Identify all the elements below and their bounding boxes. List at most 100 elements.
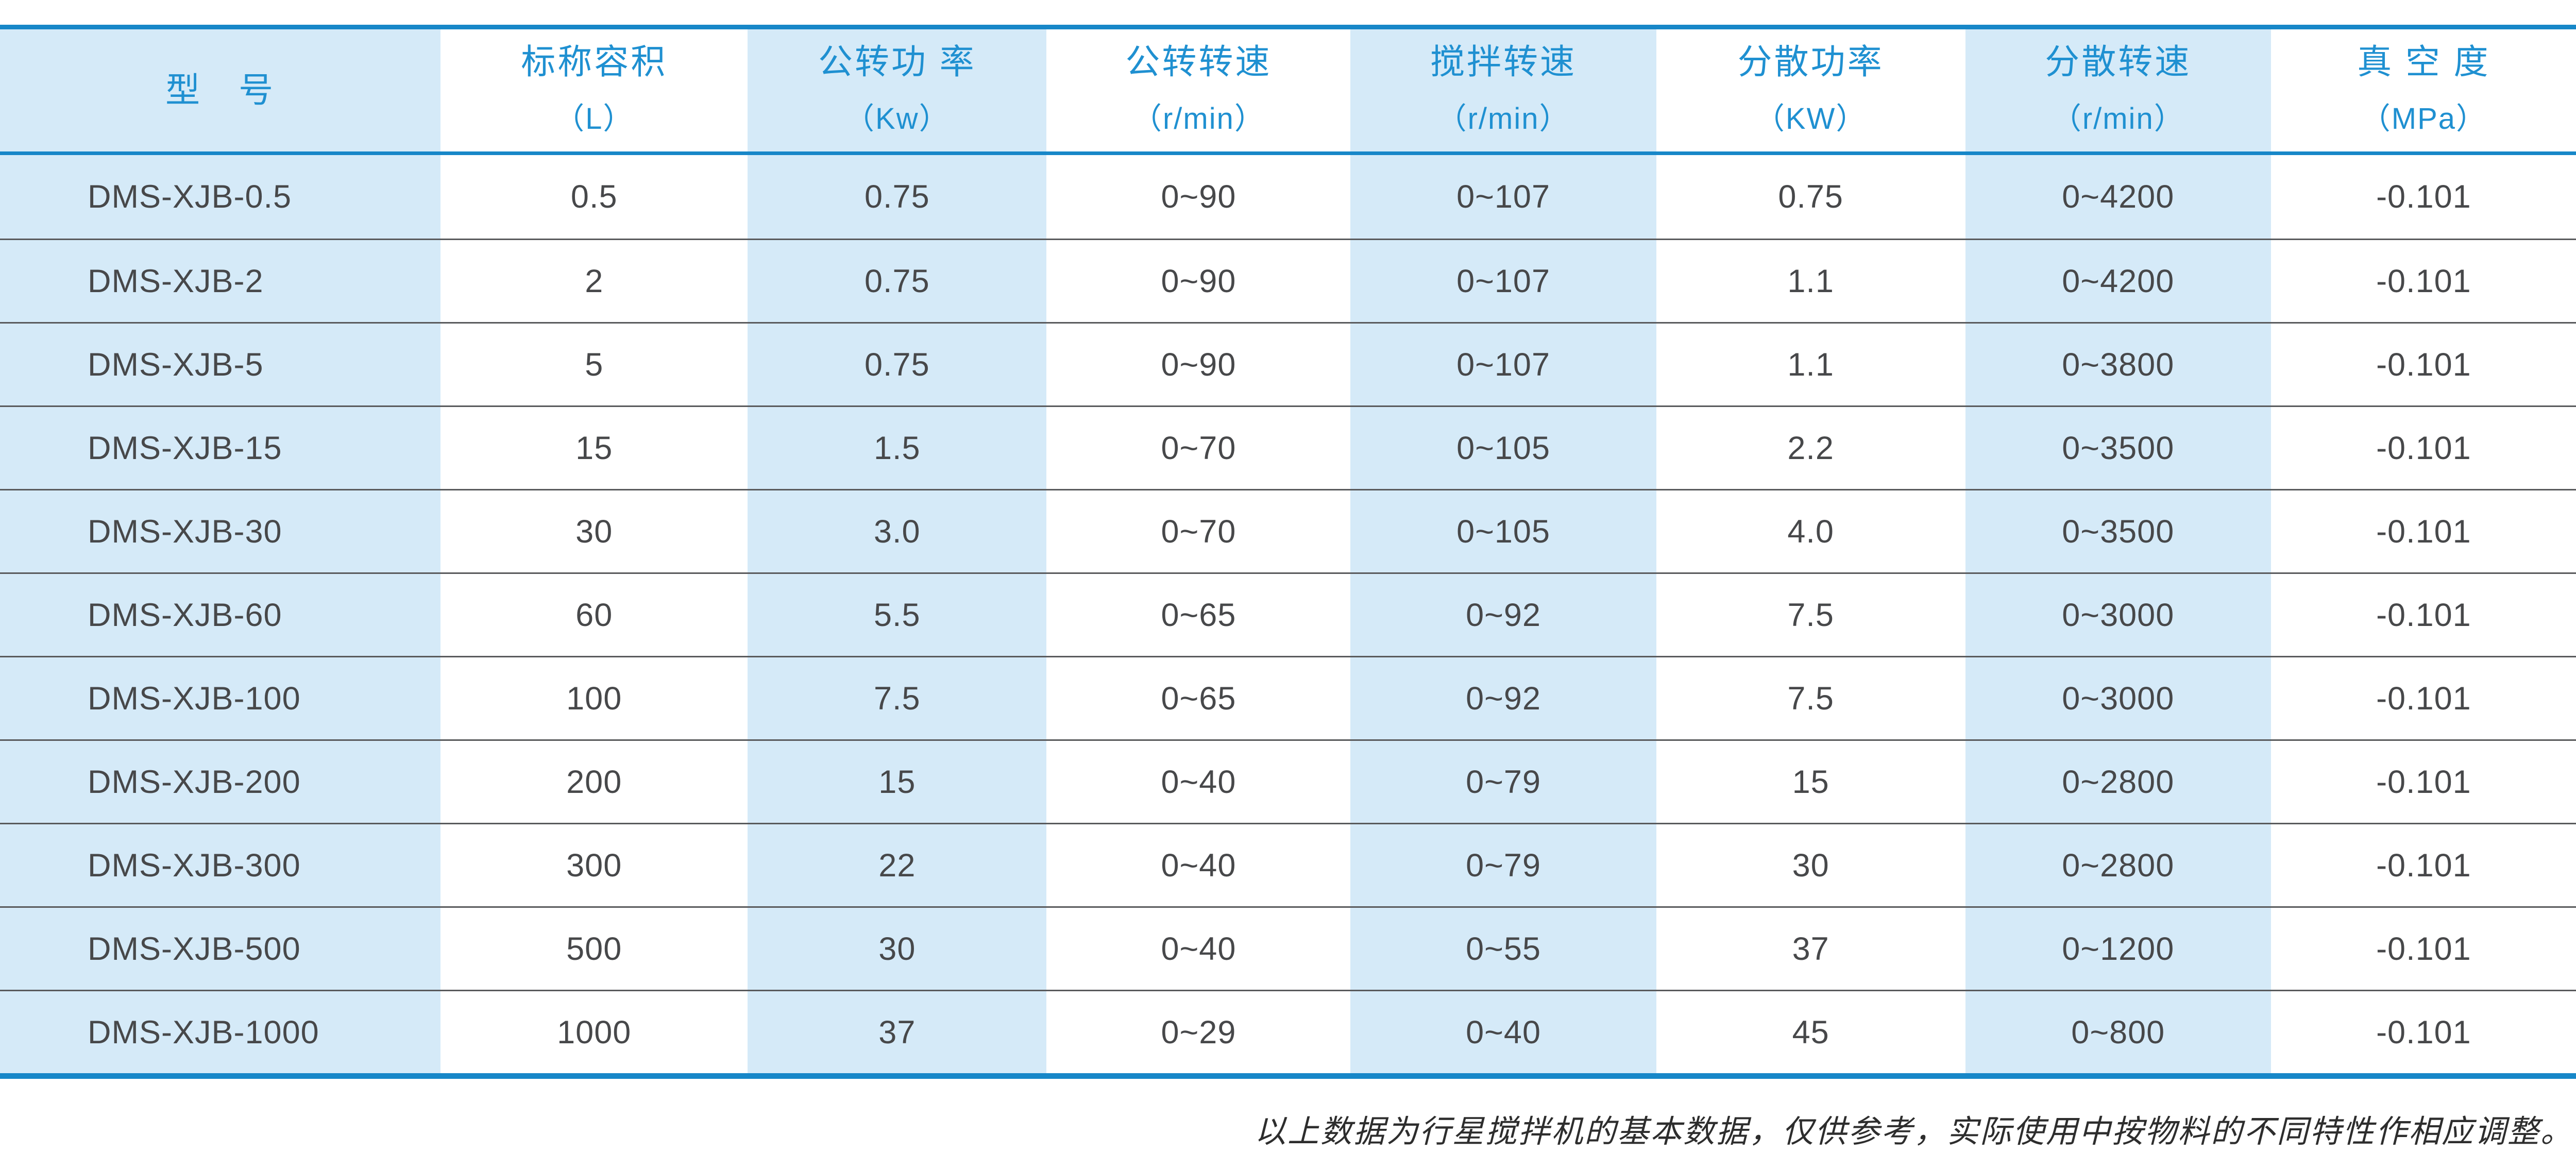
table-bottom-border <box>0 1073 2576 1079</box>
table-cell: 30 <box>440 490 748 572</box>
table-cell: 2.2 <box>1656 407 1965 489</box>
table-cell: 3.0 <box>748 490 1047 572</box>
table-top-border <box>0 25 2576 29</box>
table-cell: 0~65 <box>1046 657 1351 739</box>
table-cell: 0~3500 <box>1965 407 2271 489</box>
table-cell: 2 <box>440 240 748 322</box>
table-cell: 60 <box>440 574 748 656</box>
table-cell: 0.75 <box>748 324 1047 405</box>
table-cell: 1.1 <box>1656 324 1965 405</box>
header-separator-line <box>0 151 2576 155</box>
table-cell: 0~105 <box>1350 490 1656 572</box>
table-cell: 5.5 <box>748 574 1047 656</box>
table-cell: 7.5 <box>748 657 1047 739</box>
table-cell-model: DMS-XJB-60 <box>0 574 441 656</box>
table-cell: 0~70 <box>1046 490 1351 572</box>
table-cell: -0.101 <box>2270 324 2576 405</box>
table-cell: -0.101 <box>2270 407 2576 489</box>
table-cell: -0.101 <box>2270 991 2576 1073</box>
table-cell: 0~92 <box>1350 657 1656 739</box>
table-cell: 0~4200 <box>1965 155 2271 239</box>
table-cell: 7.5 <box>1656 657 1965 739</box>
column-header-revolution-speed: 公转转速 （r/min） <box>1046 29 1351 151</box>
column-header-unit: （MPa） <box>2360 102 2487 136</box>
column-header-unit: （r/min） <box>2051 102 2185 136</box>
column-header-label: 公转功 率 <box>818 42 976 81</box>
table-row: DMS-XJB-1000 1000 37 0~29 0~40 45 0~800 … <box>0 990 2576 1073</box>
table-cell-model: DMS-XJB-30 <box>0 490 441 572</box>
table-row: DMS-XJB-60 60 5.5 0~65 0~92 7.5 0~3000 -… <box>0 572 2576 656</box>
table-cell-model: DMS-XJB-1000 <box>0 991 441 1073</box>
column-header-unit: （r/min） <box>1131 102 1265 136</box>
table-cell: 0~105 <box>1350 407 1656 489</box>
table-row: DMS-XJB-30 30 3.0 0~70 0~105 4.0 0~3500 … <box>0 489 2576 572</box>
table-cell: 0~3800 <box>1965 324 2271 405</box>
table-cell: 0~107 <box>1350 155 1656 239</box>
table-body: DMS-XJB-0.5 0.5 0.75 0~90 0~107 0.75 0~4… <box>0 155 2576 1073</box>
table-cell: 0~29 <box>1046 991 1351 1073</box>
column-header-label: 分散转速 <box>2045 42 2192 81</box>
table-cell: 0~70 <box>1046 407 1351 489</box>
table-cell: 0~107 <box>1350 324 1656 405</box>
column-header-label: 搅拌转速 <box>1430 42 1577 81</box>
table-row: DMS-XJB-0.5 0.5 0.75 0~90 0~107 0.75 0~4… <box>0 155 2576 239</box>
table-cell: 0~40 <box>1046 741 1351 823</box>
column-header-label: 型 号 <box>165 71 276 110</box>
table-cell: 200 <box>440 741 748 823</box>
table-cell: 500 <box>440 908 748 990</box>
table-cell: 0~4200 <box>1965 240 2271 322</box>
table-cell: 0~79 <box>1350 824 1656 906</box>
table-cell: 0.75 <box>748 155 1047 239</box>
table-cell-model: DMS-XJB-5 <box>0 324 441 405</box>
table-cell: 0~55 <box>1350 908 1656 990</box>
column-header-label: 标称容积 <box>521 42 668 81</box>
table-cell: 4.0 <box>1656 490 1965 572</box>
table-cell-model: DMS-XJB-100 <box>0 657 441 739</box>
table-cell: 0~3500 <box>1965 490 2271 572</box>
table-cell: 0~40 <box>1046 824 1351 906</box>
column-header-vacuum-degree: 真 空 度 （MPa） <box>2270 29 2576 151</box>
table-cell: 0~90 <box>1046 240 1351 322</box>
column-header-unit: （r/min） <box>1436 102 1570 136</box>
table-cell: 0~3000 <box>1965 657 2271 739</box>
table-cell: 0~40 <box>1350 991 1656 1073</box>
column-header-revolution-power: 公转功 率 （Kw） <box>748 29 1047 151</box>
table-row: DMS-XJB-500 500 30 0~40 0~55 37 0~1200 -… <box>0 906 2576 990</box>
table-cell: 100 <box>440 657 748 739</box>
top-margin <box>0 0 2576 25</box>
table-cell: 0~2800 <box>1965 741 2271 823</box>
table-cell: 0~40 <box>1046 908 1351 990</box>
table-cell: 0~92 <box>1350 574 1656 656</box>
table-cell: 0.75 <box>1656 155 1965 239</box>
table-cell: -0.101 <box>2270 741 2576 823</box>
table-cell-model: DMS-XJB-300 <box>0 824 441 906</box>
column-header-label: 真 空 度 <box>2357 42 2490 81</box>
table-cell: 0~107 <box>1350 240 1656 322</box>
table-cell: 5 <box>440 324 748 405</box>
table-cell: 7.5 <box>1656 574 1965 656</box>
table-cell-model: DMS-XJB-2 <box>0 240 441 322</box>
table-cell: 45 <box>1656 991 1965 1073</box>
table-cell: 0.75 <box>748 240 1047 322</box>
table-cell: 1000 <box>440 991 748 1073</box>
column-header-model: 型 号 <box>0 29 441 151</box>
table-row: DMS-XJB-200 200 15 0~40 0~79 15 0~2800 -… <box>0 739 2576 823</box>
table-cell: -0.101 <box>2270 657 2576 739</box>
table-row: DMS-XJB-300 300 22 0~40 0~79 30 0~2800 -… <box>0 823 2576 906</box>
column-header-dispersion-power: 分散功率 （KW） <box>1656 29 1965 151</box>
table-cell: 0~90 <box>1046 324 1351 405</box>
column-header-dispersion-speed: 分散转速 （r/min） <box>1965 29 2271 151</box>
table-cell: 22 <box>748 824 1047 906</box>
table-cell: -0.101 <box>2270 824 2576 906</box>
table-row: DMS-XJB-15 15 1.5 0~70 0~105 2.2 0~3500 … <box>0 405 2576 489</box>
table-cell-model: DMS-XJB-0.5 <box>0 155 441 239</box>
table-row: DMS-XJB-100 100 7.5 0~65 0~92 7.5 0~3000… <box>0 656 2576 739</box>
table-cell: 0.5 <box>440 155 748 239</box>
column-header-unit: （L） <box>554 102 634 136</box>
table-cell: 0~800 <box>1965 991 2271 1073</box>
table-cell: 300 <box>440 824 748 906</box>
table-cell-model: DMS-XJB-200 <box>0 741 441 823</box>
table-cell: 15 <box>440 407 748 489</box>
table-cell: 0~3000 <box>1965 574 2271 656</box>
